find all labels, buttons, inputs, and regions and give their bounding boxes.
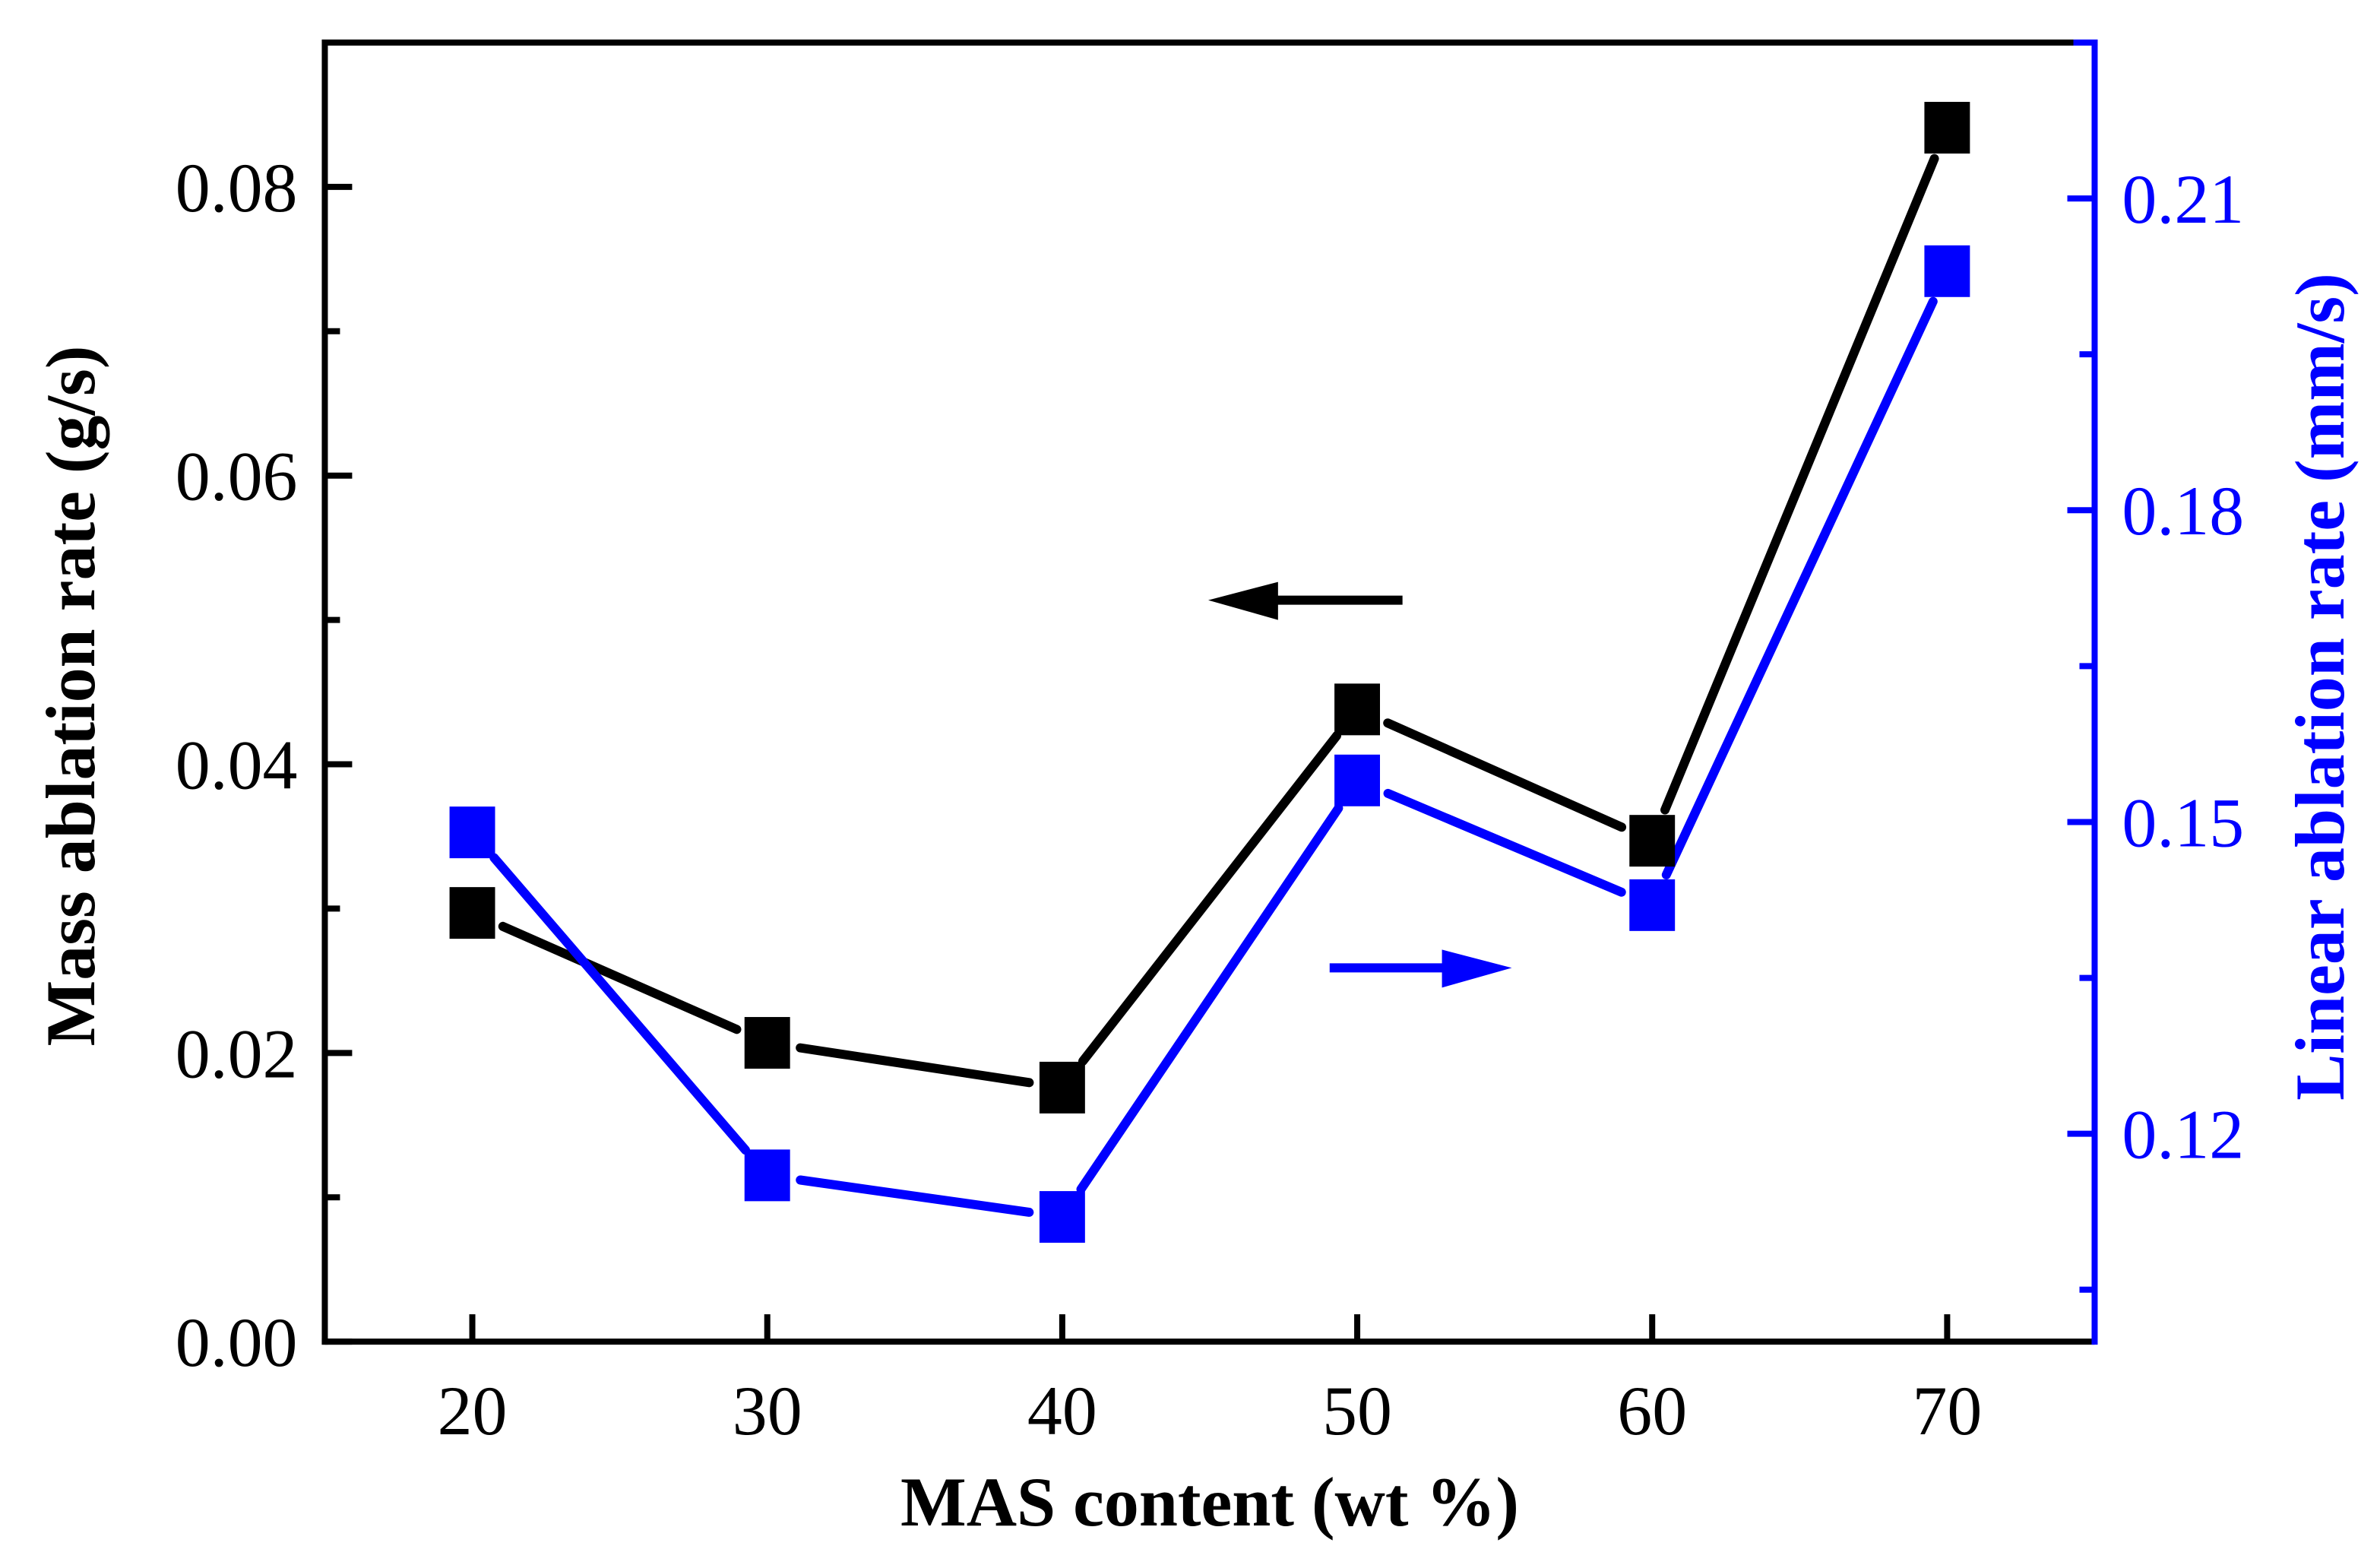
- ticks: 20 30 40 50 60 70 0.00 0.02 0.04 0.06 0.08 0.12 0.15…: [176, 149, 2244, 1449]
- y-tick-label: 0.06: [176, 438, 298, 515]
- x-tick-label: 60: [1617, 1372, 1687, 1449]
- y-tick-label: 0.00: [176, 1304, 298, 1381]
- y-tick-label: 0.02: [176, 1015, 298, 1092]
- y2-tick-label: 0.18: [2122, 472, 2244, 550]
- series-0-marker: [1039, 1061, 1085, 1114]
- y2-axis-title: Linear ablation rate (mm/s): [2281, 273, 2359, 1101]
- x-axis-title: MAS content (wt %): [900, 1463, 1519, 1541]
- series-lines: [489, 154, 1939, 1217]
- axes: [321, 39, 2098, 1345]
- y-tick-label: 0.04: [176, 726, 298, 803]
- series-0-marker: [449, 887, 495, 939]
- x-tick-label: 20: [438, 1372, 508, 1449]
- x-tick-label: 40: [1027, 1372, 1097, 1449]
- right-axis-arrow-icon: [1329, 949, 1512, 988]
- left-axis-arrow-icon: [1207, 581, 1403, 620]
- series-1-marker: [1924, 245, 1970, 297]
- series-0-marker: [1924, 102, 1970, 154]
- series-0-segment: [796, 1043, 1034, 1088]
- x-tick-label: 50: [1322, 1372, 1392, 1449]
- series-0-segment: [1078, 731, 1342, 1066]
- y2-tick-label: 0.12: [2122, 1096, 2244, 1174]
- series-0-segment: [498, 921, 742, 1034]
- x-tick-label: 30: [733, 1372, 802, 1449]
- series-markers: [449, 102, 1970, 1243]
- y2-tick-label: 0.21: [2122, 160, 2244, 238]
- series-0-marker: [1629, 815, 1676, 867]
- series-1-segment: [1661, 296, 1938, 879]
- x-tick-label: 70: [1912, 1372, 1982, 1449]
- y-tick-label: 0.08: [176, 149, 298, 227]
- series-1-marker: [1039, 1191, 1085, 1243]
- series-1-segment: [1383, 788, 1626, 897]
- series-1-segment: [1076, 803, 1343, 1194]
- series-1-marker: [1629, 879, 1676, 931]
- series-1-segment: [796, 1175, 1034, 1217]
- series-0-marker: [1334, 683, 1381, 736]
- series-1-marker: [744, 1149, 790, 1202]
- y-axis-title: Mass ablation rate (g/s): [32, 346, 109, 1047]
- series-0-segment: [1383, 718, 1627, 832]
- series-1-marker: [1334, 754, 1381, 806]
- series-0-marker: [744, 1017, 790, 1069]
- series-1-segment: [489, 853, 751, 1155]
- y2-tick-label: 0.15: [2122, 784, 2244, 861]
- series-0-segment: [1660, 154, 1939, 815]
- series-1-marker: [449, 806, 495, 859]
